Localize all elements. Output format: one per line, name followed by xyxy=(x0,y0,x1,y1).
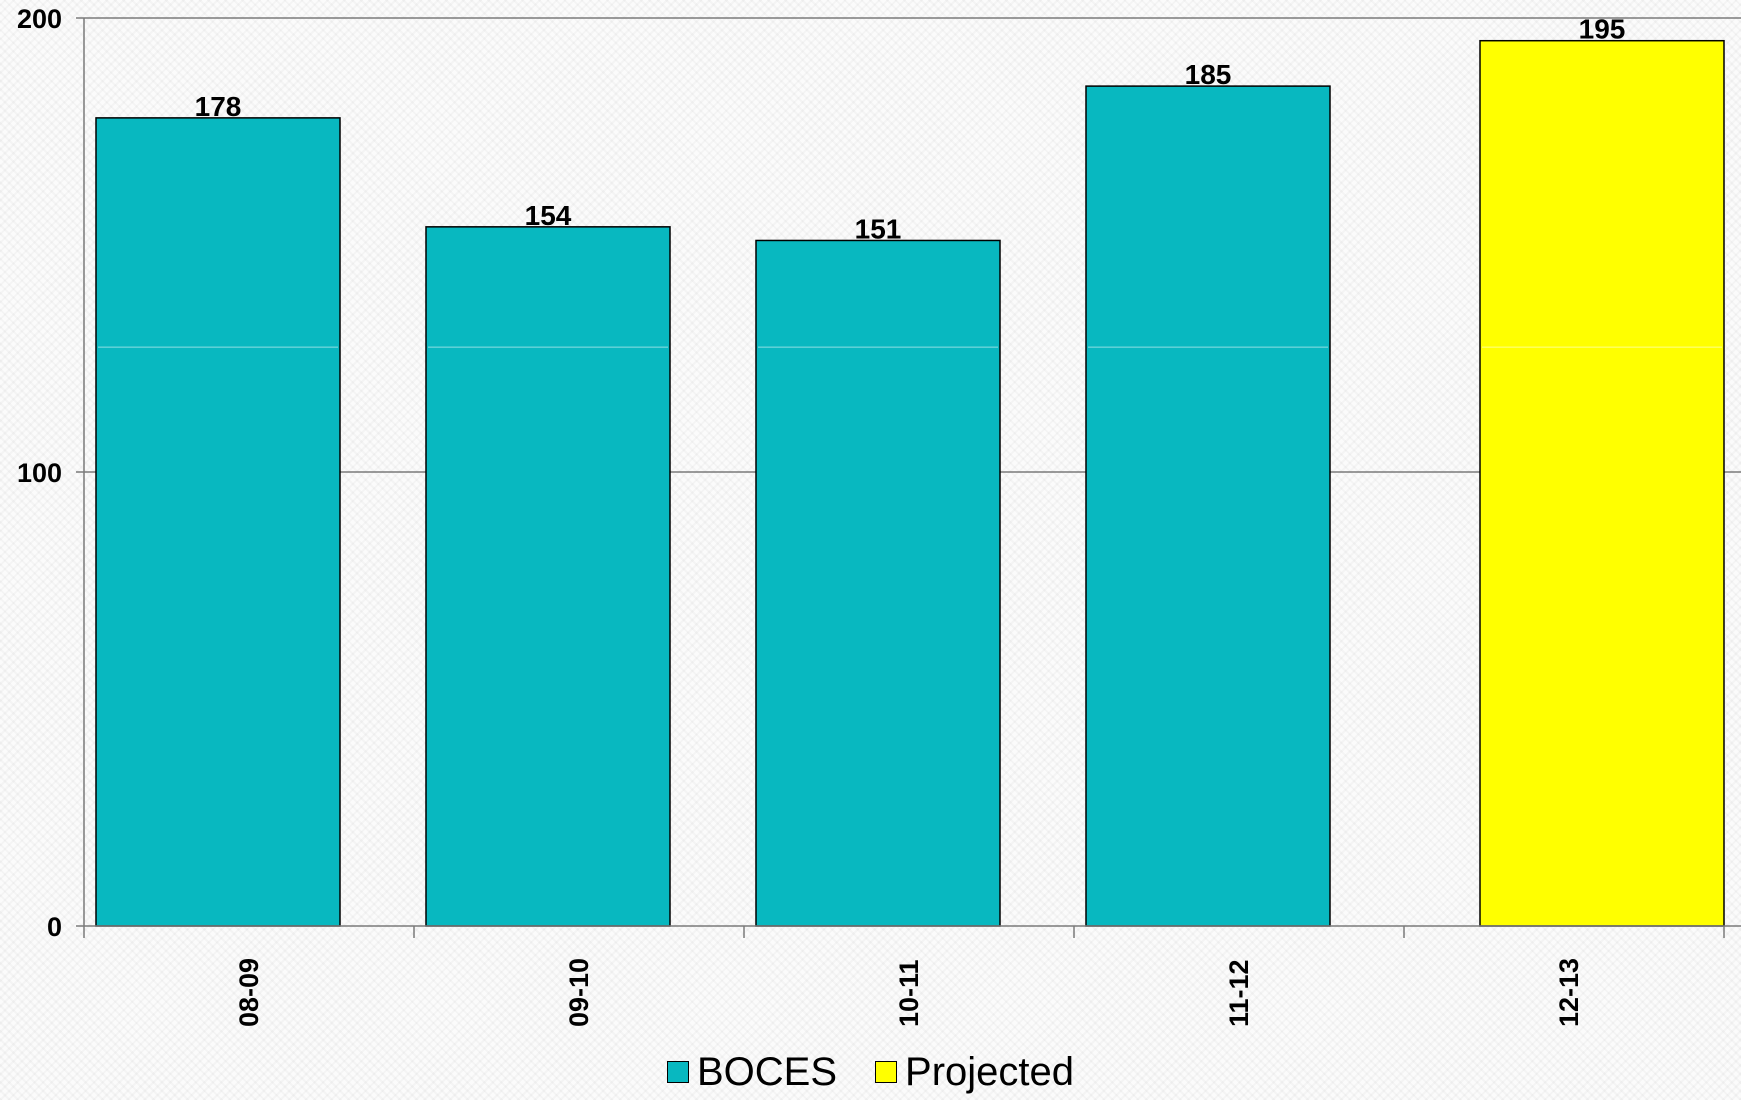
legend: BOCES Projected xyxy=(0,1052,1741,1092)
axes xyxy=(76,17,1741,938)
bar-projected-12-13 xyxy=(1479,39,1725,927)
x-tick-label: 12-13 xyxy=(1554,958,1584,1027)
data-label: 154 xyxy=(525,200,572,231)
bars xyxy=(95,39,1725,927)
data-label: 178 xyxy=(195,91,242,122)
x-tick-label: 10-11 xyxy=(894,959,924,1027)
y-tick-label: 200 xyxy=(17,4,62,34)
bar-boces-09-10 xyxy=(425,226,671,927)
legend-item-boces: BOCES xyxy=(666,1050,838,1094)
legend-label-boces: BOCES xyxy=(696,1050,838,1094)
x-tick-labels: 08-09 09-10 10-11 11-12 12-13 xyxy=(234,958,1584,1027)
legend-label-projected: Projected xyxy=(905,1050,1075,1094)
legend-item-projected: Projected xyxy=(875,1052,1074,1092)
x-tick-label: 08-09 xyxy=(234,958,264,1027)
y-tick-label: 0 xyxy=(47,912,62,942)
y-tick-label: 100 xyxy=(17,458,62,488)
bar-boces-08-09 xyxy=(95,117,341,927)
x-tick-label: 11-12 xyxy=(1224,959,1254,1027)
data-label: 185 xyxy=(1185,59,1232,90)
data-labels: 178 154 151 185 195 xyxy=(195,14,1626,245)
bar-boces-10-11 xyxy=(755,239,1001,927)
data-label: 195 xyxy=(1579,14,1626,45)
legend-swatch-boces xyxy=(666,1061,689,1083)
y-tick-labels: 0 100 200 xyxy=(17,4,62,942)
data-label: 151 xyxy=(855,213,902,244)
bar-boces-11-12 xyxy=(1085,85,1331,927)
legend-swatch-projected xyxy=(875,1061,898,1083)
x-tick-label: 09-10 xyxy=(564,958,594,1027)
